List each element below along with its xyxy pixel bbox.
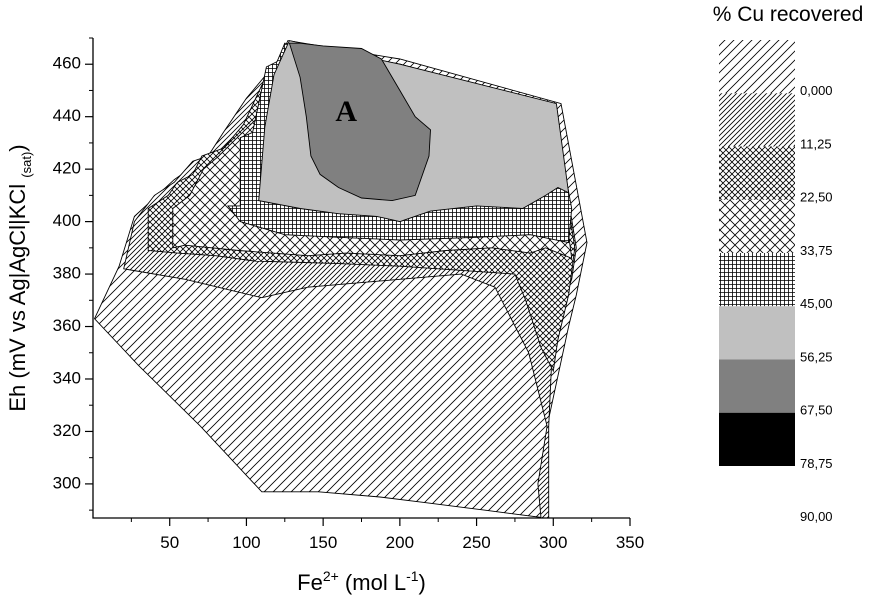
x-tick-label: 50 <box>160 533 179 552</box>
y-tick-label: 320 <box>53 421 81 440</box>
legend-swatch-3 <box>719 199 795 253</box>
legend-level-label: 11,25 <box>800 136 832 151</box>
legend-swatch-7 <box>719 412 795 466</box>
y-axis-title: Eh (mV vs Ag|AgCl|KCl (sat)) <box>5 144 34 411</box>
y-tick-label: 380 <box>53 264 81 283</box>
y-tick-label: 440 <box>53 106 81 125</box>
legend-swatch-5 <box>719 306 795 360</box>
y-tick-label: 400 <box>53 211 81 230</box>
y-tick-label: 420 <box>53 159 81 178</box>
x-axis-title: Fe2+ (mol L-1) <box>297 568 426 595</box>
legend-level-label: 56,25 <box>800 349 833 364</box>
legend-level-label: 22,50 <box>800 190 833 205</box>
axes: 50 100 150 200 250 300 350 300 320 340 360 380 400 42… <box>5 37 644 595</box>
region-label-0: A <box>335 95 357 128</box>
x-tick-label: 100 <box>232 533 260 552</box>
legend-swatch-6 <box>719 359 795 413</box>
y-tick-label: 300 <box>53 473 81 492</box>
x-tick-label: 300 <box>539 533 567 552</box>
x-tick-label: 150 <box>309 533 337 552</box>
x-tick-label: 250 <box>462 533 490 552</box>
contour-regions <box>93 40 588 518</box>
legend-level-label: 90,00 <box>800 509 833 524</box>
legend-swatch-1 <box>719 93 795 147</box>
legend-level-label: 33,75 <box>800 243 833 258</box>
axis-lines <box>92 38 630 519</box>
y-tick-label: 340 <box>53 368 81 387</box>
x-tick-label: 350 <box>616 533 644 552</box>
legend-level-label: 78,75 <box>800 456 833 471</box>
legend-level-label: 45,00 <box>800 296 833 311</box>
legend-swatch-4 <box>719 253 795 307</box>
y-tick-label: 360 <box>53 316 81 335</box>
legend-level-label: 67,50 <box>800 403 833 418</box>
contour-region-6 <box>288 42 431 202</box>
annotations: A <box>335 95 357 128</box>
legend-level-label: 0,000 <box>800 83 833 98</box>
legend: % Cu recovered 0,000 11,25 22,50 33,75 45,00 5… <box>713 3 864 524</box>
legend-swatch-2 <box>719 146 795 200</box>
legend-title: % Cu recovered <box>713 3 864 26</box>
legend-swatch-0 <box>719 40 795 94</box>
x-tick-label: 200 <box>386 533 414 552</box>
y-tick-label: 460 <box>53 54 81 73</box>
